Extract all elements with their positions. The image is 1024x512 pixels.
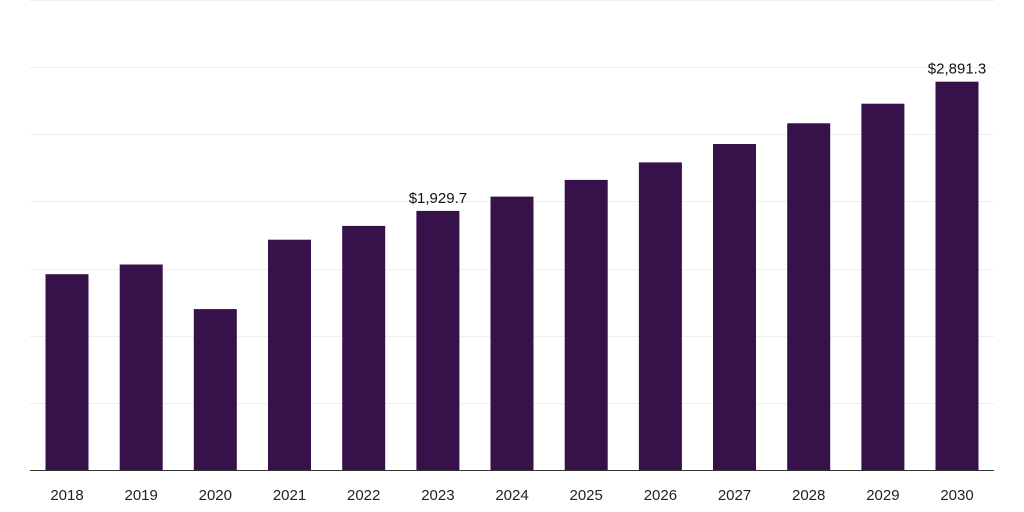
bar-2019: [119, 264, 163, 470]
x-tick-label-2025: 2025: [570, 487, 603, 504]
x-tick-label-2019: 2019: [125, 487, 158, 504]
data-labels: $1,929.7 $2,891.3: [409, 61, 986, 207]
x-tick-label-2022: 2022: [347, 487, 380, 504]
x-tick-label-2023: 2023: [421, 487, 454, 504]
x-tick-label-2021: 2021: [273, 487, 306, 504]
bar-2029: [861, 103, 905, 470]
data-label-2030: $2,891.3: [928, 61, 986, 78]
data-label-2023: $1,929.7: [409, 190, 467, 207]
x-tick-label-2018: 2018: [50, 487, 83, 504]
x-tick-label-2029: 2029: [866, 487, 899, 504]
bars: [45, 81, 979, 471]
x-tick-label-2030: 2030: [940, 487, 973, 504]
bar-2020: [193, 309, 237, 470]
x-tick-label-2027: 2027: [718, 487, 751, 504]
bar-2022: [342, 225, 386, 470]
x-tick-label-2024: 2024: [495, 487, 528, 504]
bar-2026: [638, 162, 682, 470]
x-tick-label-2026: 2026: [644, 487, 677, 504]
bar-2027: [713, 144, 756, 470]
bar-2023: [416, 210, 460, 470]
x-tick-label-2020: 2020: [199, 487, 232, 504]
bar-2028: [787, 123, 831, 471]
bar-2030: [935, 81, 979, 470]
bar-2021: [268, 239, 311, 470]
x-axis-tick-labels: 2018 2019 2020 2021 2022 2023 2024 2025 2026 2027…: [50, 487, 973, 504]
bar-2018: [45, 274, 89, 470]
bar-2025: [564, 179, 608, 470]
x-tick-label-2028: 2028: [792, 487, 825, 504]
bar-2024: [490, 196, 534, 470]
